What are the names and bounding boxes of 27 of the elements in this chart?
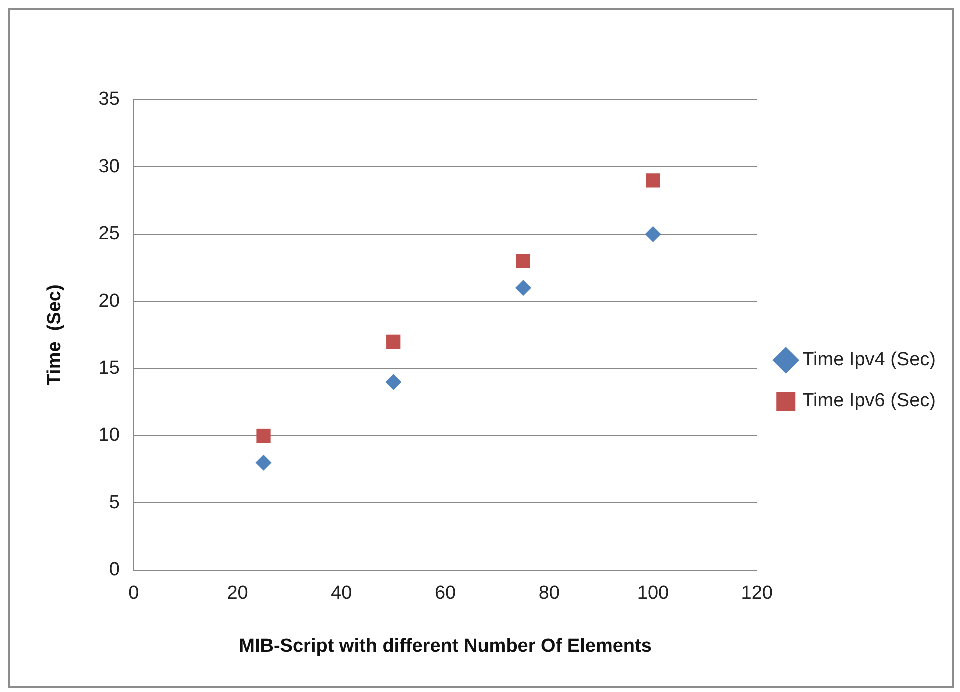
y-tick-label: 15: [98, 358, 120, 380]
point: [256, 428, 271, 444]
x-tick-label: 40: [331, 583, 352, 604]
x-axis-title: MIB-Script with different Number Of Elements: [239, 636, 652, 657]
legend-label: Time Ipv4 (Sec): [802, 350, 936, 371]
x-tick-label: 60: [434, 583, 456, 604]
point: [386, 334, 401, 349]
legend-label: Time Ipv6 (Sec): [802, 390, 936, 412]
y-axis-title: Time (Sec): [44, 284, 66, 386]
y-tick-label: 5: [109, 492, 120, 514]
x-tick-label: 0: [128, 583, 140, 604]
y-tick-label: 25: [98, 224, 120, 245]
point: [515, 280, 532, 296]
point: [645, 226, 662, 242]
x-tick-label: 120: [741, 583, 773, 604]
y-tick-label: 10: [98, 425, 120, 446]
point: [386, 374, 402, 390]
y-tick-label: 0: [109, 560, 120, 581]
y-tick-label: 30: [98, 156, 120, 178]
y-tick-label: 35: [98, 89, 120, 110]
x-tick-label: 20: [227, 583, 248, 604]
point: [646, 174, 660, 188]
x-tick-label: 80: [538, 583, 560, 604]
point: [516, 254, 530, 268]
point: [256, 454, 272, 471]
x-tick-label: 100: [637, 583, 670, 604]
y-tick-label: 20: [98, 290, 120, 312]
